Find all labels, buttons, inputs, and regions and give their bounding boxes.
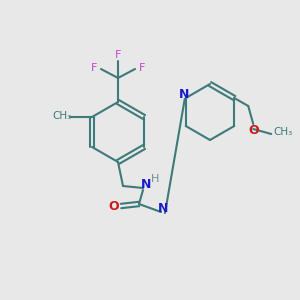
- Text: F: F: [91, 63, 97, 73]
- Text: N: N: [158, 202, 168, 214]
- Text: H: H: [151, 174, 159, 184]
- Text: N: N: [141, 178, 151, 190]
- Text: F: F: [139, 63, 145, 73]
- Text: CH₃: CH₃: [52, 111, 72, 121]
- Text: F: F: [115, 50, 121, 60]
- Text: O: O: [248, 124, 259, 137]
- Text: N: N: [178, 88, 189, 100]
- Text: O: O: [109, 200, 119, 212]
- Text: CH₃: CH₃: [274, 127, 293, 137]
